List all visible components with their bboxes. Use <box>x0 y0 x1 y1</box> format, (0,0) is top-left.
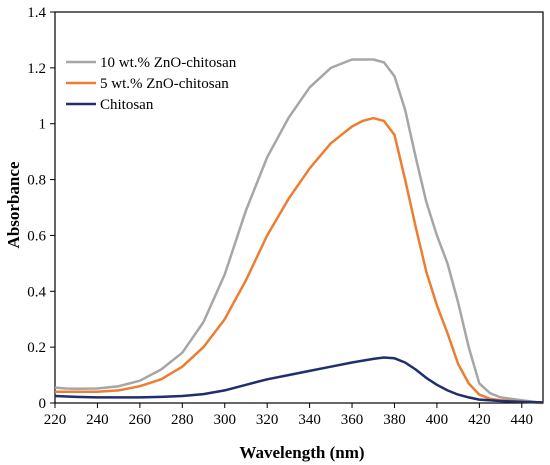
y-axis-ticks: 0 0.2 0.4 0.6 0.8 1 1.2 1.4 <box>27 5 55 412</box>
plot-area <box>54 11 544 404</box>
series-line-1 <box>54 58 544 405</box>
y-tick-label: 0 <box>39 396 47 412</box>
y-tick-label: 1.2 <box>27 61 46 77</box>
x-tick-label: 340 <box>298 412 321 428</box>
y-tick-label: 0.2 <box>27 340 46 356</box>
x-tick-label: 420 <box>468 412 491 428</box>
series-lines <box>54 58 544 405</box>
x-tick-label: 400 <box>426 412 449 428</box>
y-tick-label: 0.4 <box>27 284 46 300</box>
legend: 10 wt.% ZnO-chitosan 5 wt.% ZnO-chitosan C… <box>66 55 237 113</box>
x-tick-label: 440 <box>511 412 534 428</box>
x-tick-label: 260 <box>129 412 152 428</box>
y-tick-label: 0.6 <box>27 228 46 244</box>
legend-label-3: Chitosan <box>100 97 154 113</box>
series-line-3 <box>54 356 544 404</box>
y-axis-title: Absorbance <box>4 161 23 248</box>
x-tick-label: 300 <box>213 412 236 428</box>
y-tick-label: 1.4 <box>27 5 46 21</box>
series-line-2 <box>55 116 544 405</box>
x-tick-label: 280 <box>171 412 194 428</box>
x-axis-ticks: 220 240 260 280 300 320 340 360 380 400 420 440 <box>44 403 533 428</box>
x-tick-label: 240 <box>86 412 109 428</box>
y-tick-label: 1 <box>39 117 47 133</box>
x-tick-label: 220 <box>44 412 67 428</box>
y-tick-label: 0.8 <box>27 173 46 189</box>
x-tick-label: 380 <box>383 412 406 428</box>
x-tick-label: 320 <box>256 412 279 428</box>
plot-frame <box>54 11 544 404</box>
x-axis-title: Wavelength (nm) <box>239 443 364 462</box>
x-tick-label: 360 <box>341 412 364 428</box>
legend-label-2: 5 wt.% ZnO-chitosan <box>100 76 229 92</box>
legend-label-1: 10 wt.% ZnO-chitosan <box>100 55 237 71</box>
